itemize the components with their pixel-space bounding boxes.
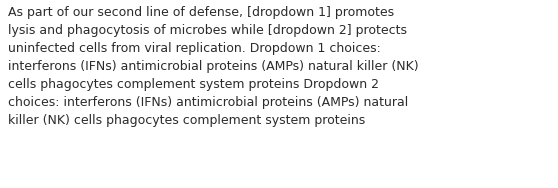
Text: As part of our second line of defense, [dropdown 1] promotes
lysis and phagocyto: As part of our second line of defense, [… [8, 6, 419, 127]
